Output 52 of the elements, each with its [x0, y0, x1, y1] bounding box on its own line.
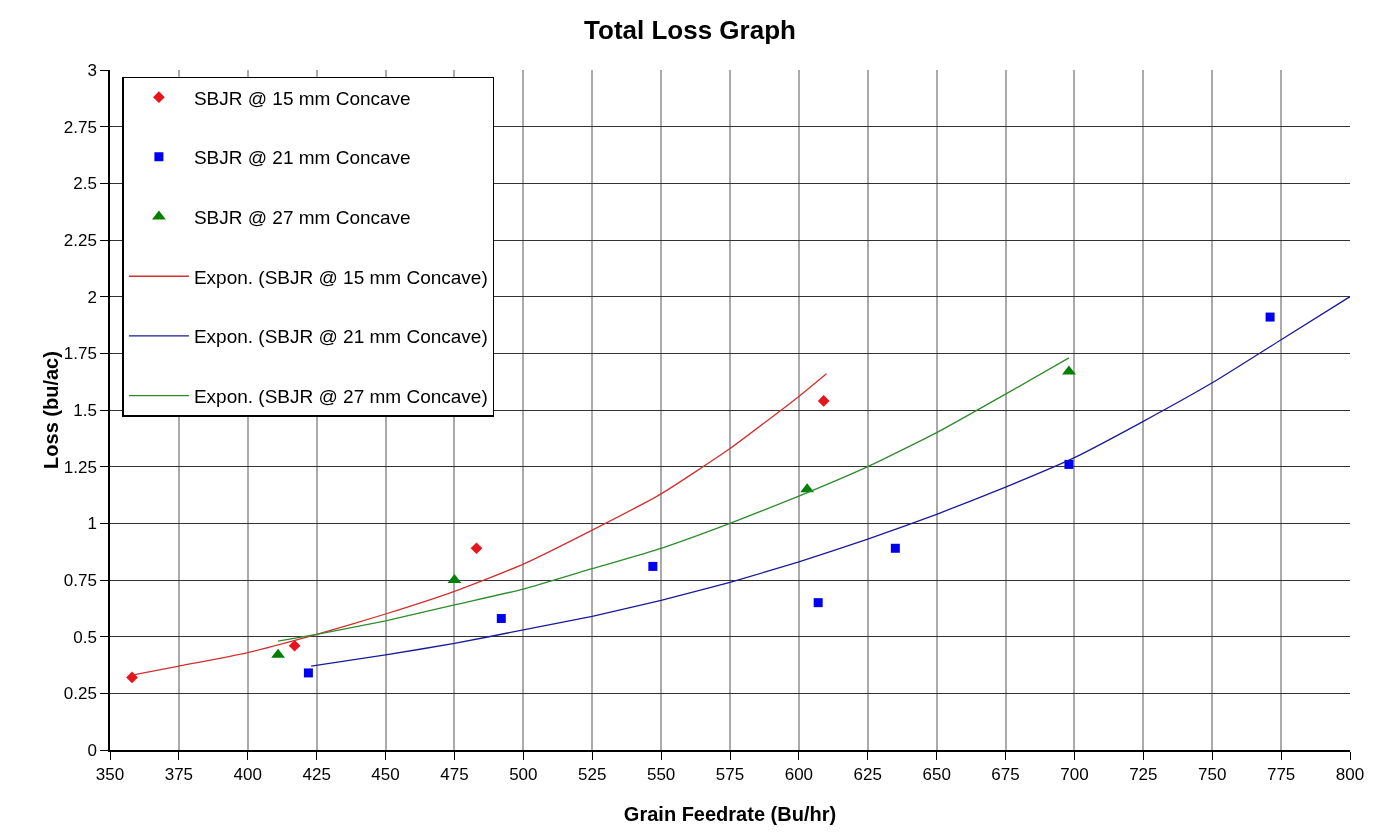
y-tick-label: 0.75 [63, 570, 97, 590]
point [303, 668, 313, 678]
legend-label: SBJR @ 21 mm Concave [193, 147, 411, 169]
point [1265, 312, 1275, 322]
point [496, 614, 506, 624]
legend-label: SBJR @ 27 mm Concave [193, 206, 411, 228]
x-tick-label: 450 [371, 765, 400, 785]
y-tick-label: 2 [87, 287, 97, 307]
y-tick-label: 1.25 [63, 457, 97, 477]
y-tick-label: 1 [87, 514, 97, 534]
legend-label: Expon. (SBJR @ 15 mm Concave) [193, 266, 488, 288]
point [470, 542, 483, 555]
x-tick-label: 675 [991, 765, 1020, 785]
x-tick-label: 350 [95, 765, 125, 785]
x-tick-label: 625 [853, 765, 882, 785]
x-tick-label: 425 [302, 765, 331, 785]
point [817, 395, 830, 407]
point [1062, 365, 1076, 375]
x-tick-label: 600 [784, 765, 814, 785]
x-tick-label: 525 [578, 765, 607, 785]
legend-label: Expon. (SBJR @ 27 mm Concave) [193, 386, 488, 408]
x-tick-label: 800 [1335, 765, 1365, 785]
legend-label: SBJR @ 15 mm Concave [193, 87, 411, 109]
y-tick-label: 3 [87, 60, 97, 80]
x-tick-label: 400 [233, 765, 262, 785]
y-tick-label: 1.75 [63, 344, 97, 364]
y-tick-label: 0.5 [73, 627, 97, 647]
x-tick-label: 700 [1060, 765, 1089, 785]
chart-title: Total Loss Graph [584, 15, 796, 46]
x-tick-label: 650 [922, 765, 951, 785]
y-tick-label: 1.5 [73, 400, 97, 420]
x-tick-label: 500 [509, 765, 538, 785]
x-axis-title: Grain Feedrate (Bu/hr) [623, 802, 837, 825]
point [126, 671, 138, 684]
point [813, 598, 823, 608]
x-tick-label: 775 [1266, 765, 1296, 785]
y-tick-label: 2.5 [73, 174, 97, 194]
x-tick-label: 575 [715, 765, 745, 785]
x-tick-label: 750 [1198, 765, 1227, 785]
y-tick-label: 2.25 [63, 230, 97, 250]
point [890, 543, 900, 553]
point [648, 561, 658, 571]
y-tick-label: 0.25 [63, 684, 97, 704]
x-tick-label: 550 [646, 765, 676, 785]
x-tick-label: 475 [440, 765, 469, 785]
y-axis-title: Loss (bu/ac) [39, 351, 62, 469]
point [1064, 459, 1074, 469]
y-tick-label: 2.75 [63, 117, 97, 137]
x-tick-label: 725 [1129, 765, 1158, 785]
y-tick-label: 0 [87, 740, 97, 760]
x-tick-label: 375 [164, 765, 194, 785]
legend-label: Expon. (SBJR @ 21 mm Concave) [193, 326, 488, 348]
